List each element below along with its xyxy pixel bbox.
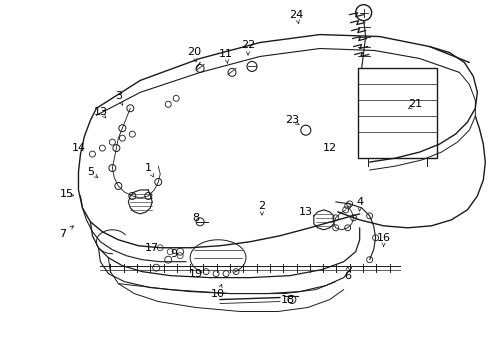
Text: 20: 20 [187, 48, 201, 58]
Text: 13: 13 [298, 207, 312, 217]
Text: 5: 5 [87, 167, 94, 177]
Text: 8: 8 [192, 213, 199, 223]
Text: 12: 12 [322, 143, 336, 153]
Text: 7: 7 [59, 229, 66, 239]
Text: 14: 14 [71, 143, 85, 153]
Text: 6: 6 [344, 271, 350, 281]
Text: 19: 19 [189, 269, 203, 279]
Text: 22: 22 [241, 40, 255, 50]
Text: 16: 16 [376, 233, 390, 243]
Text: 4: 4 [355, 197, 363, 207]
Text: 1: 1 [144, 163, 151, 173]
Bar [357, 68, 437, 158]
Text: 21: 21 [407, 99, 422, 109]
Text: 3: 3 [115, 91, 122, 101]
Text: 11: 11 [219, 49, 233, 59]
Text: 23: 23 [284, 115, 298, 125]
Text: 24: 24 [288, 10, 303, 20]
Text: 2: 2 [258, 201, 265, 211]
Text: 9: 9 [170, 249, 178, 259]
Text: 18: 18 [280, 294, 294, 305]
Text: 13: 13 [93, 107, 107, 117]
Text: 10: 10 [211, 289, 224, 298]
Text: 15: 15 [60, 189, 73, 199]
Text: 17: 17 [145, 243, 159, 253]
